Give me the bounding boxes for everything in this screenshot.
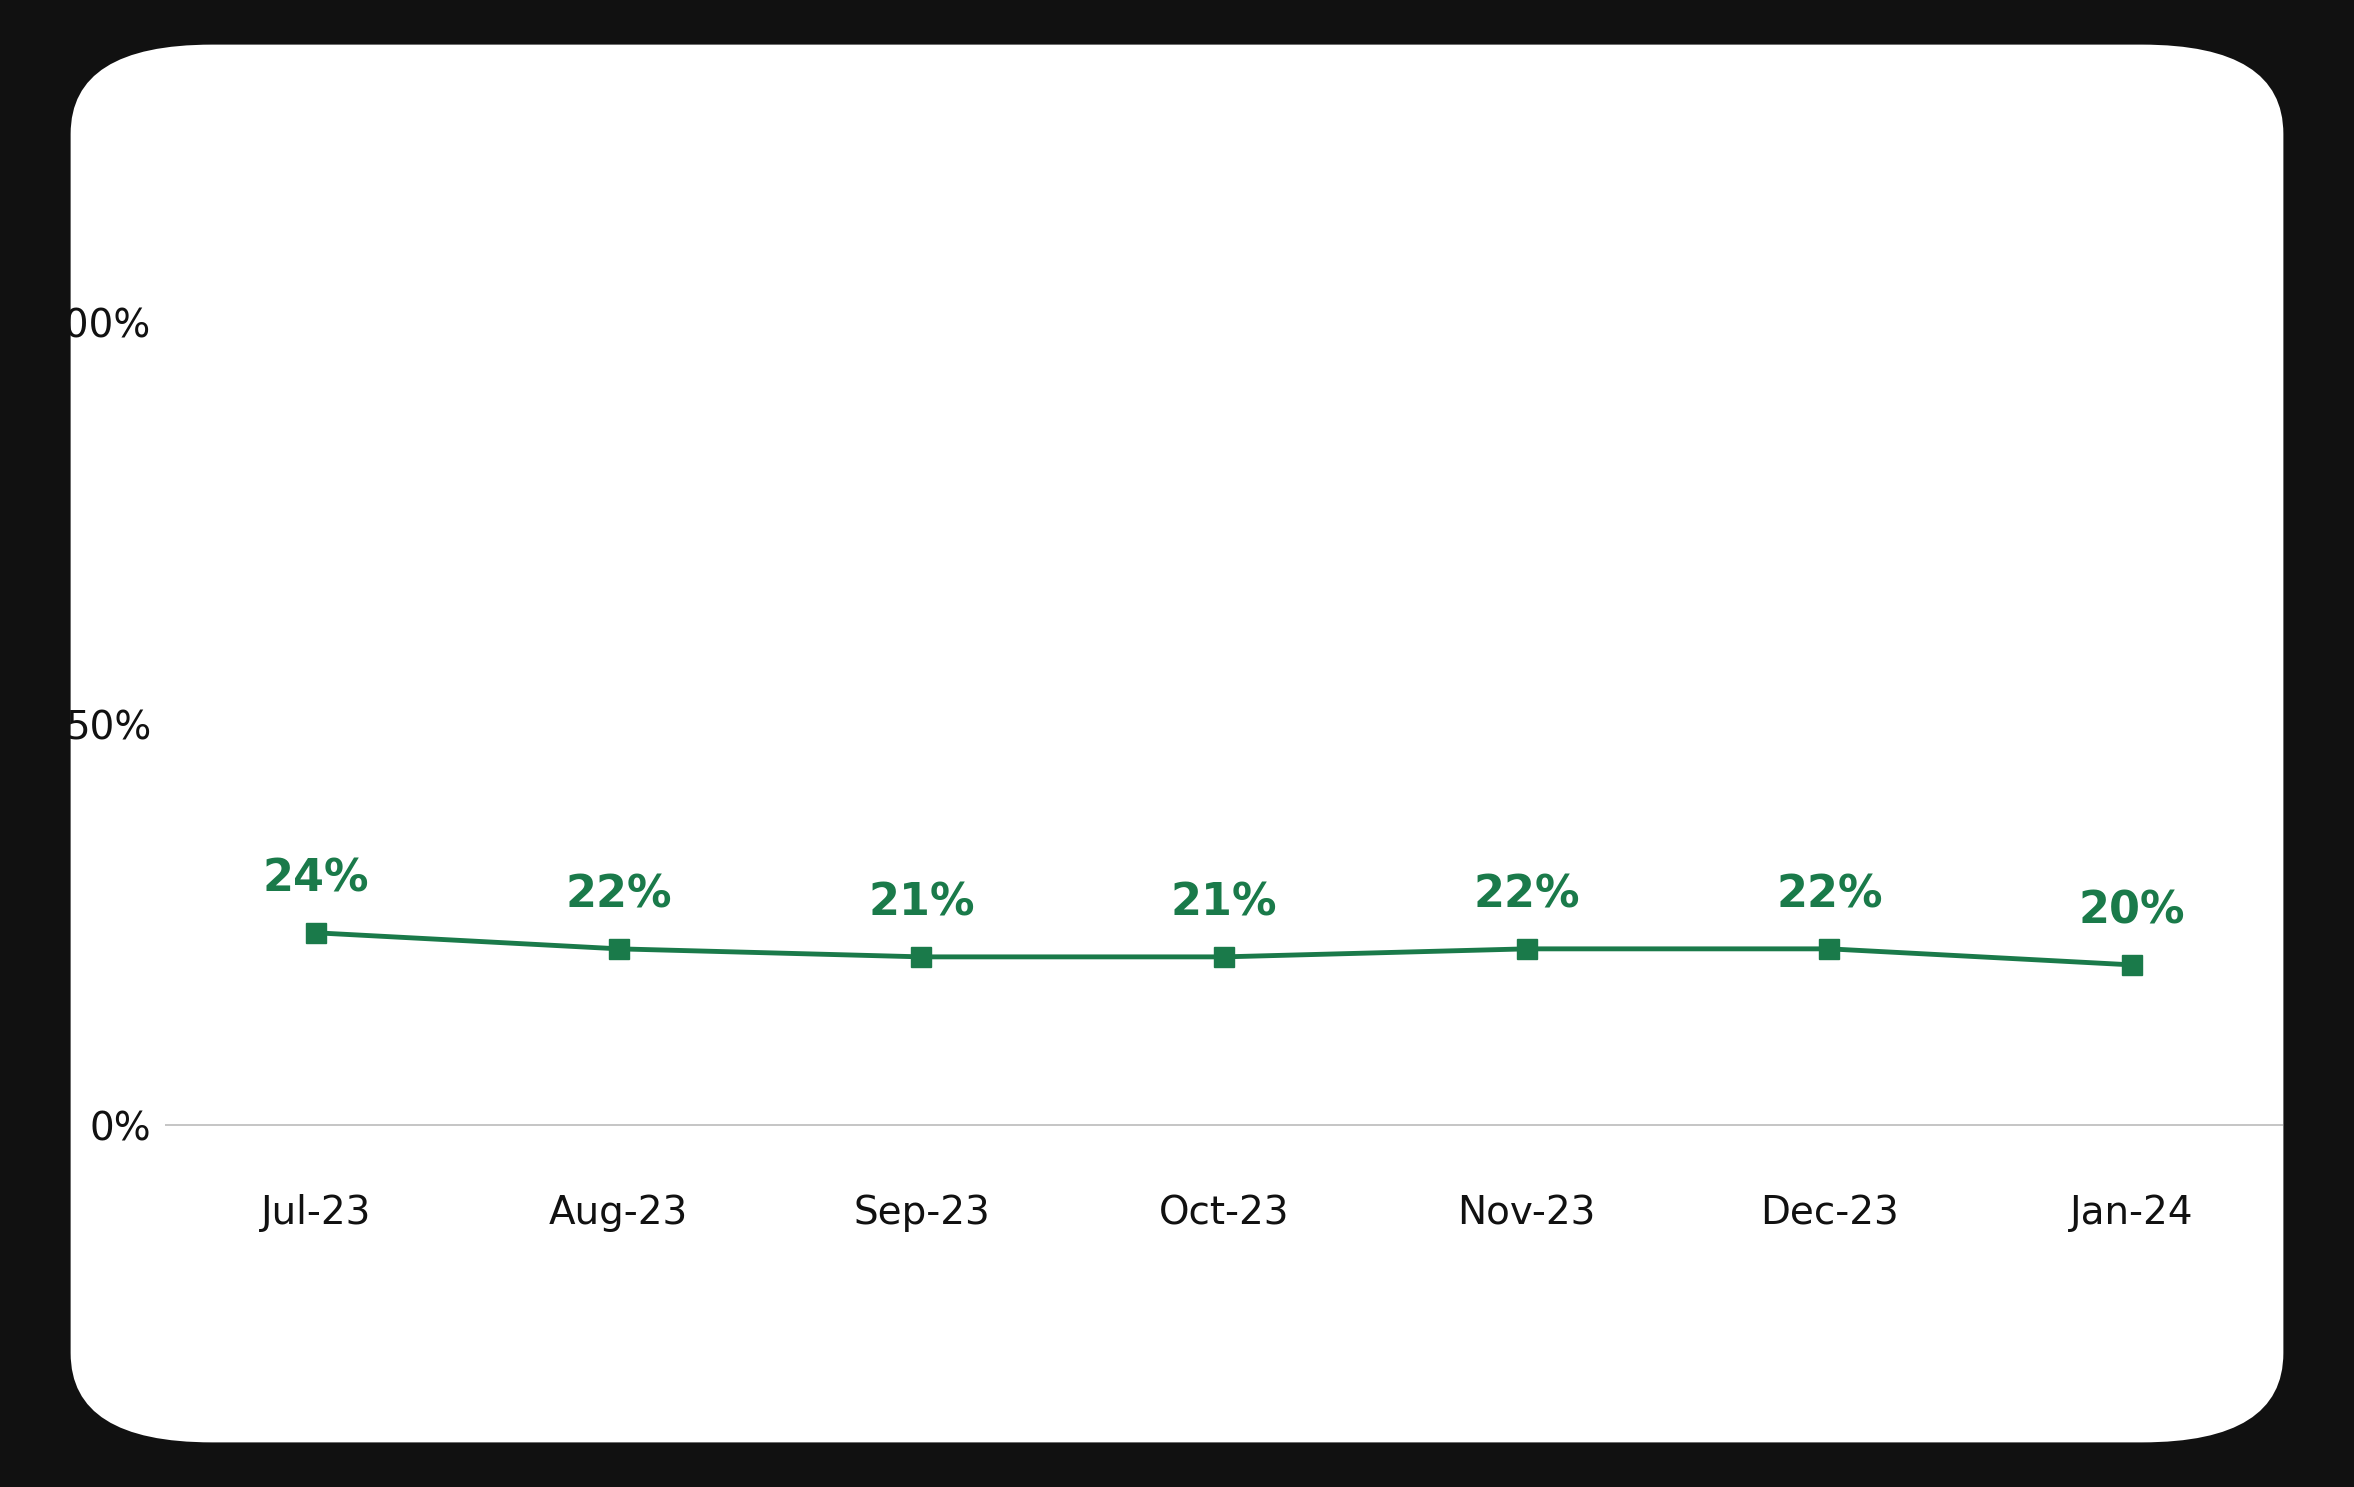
Text: 22%: 22% (1474, 874, 1580, 917)
Text: 21%: 21% (869, 882, 975, 925)
Text: 20%: 20% (2079, 889, 2185, 932)
Text: 21%: 21% (1170, 882, 1278, 925)
Text: 22%: 22% (565, 874, 671, 917)
Text: 22%: 22% (1777, 874, 1883, 917)
Text: 24%: 24% (264, 858, 370, 901)
